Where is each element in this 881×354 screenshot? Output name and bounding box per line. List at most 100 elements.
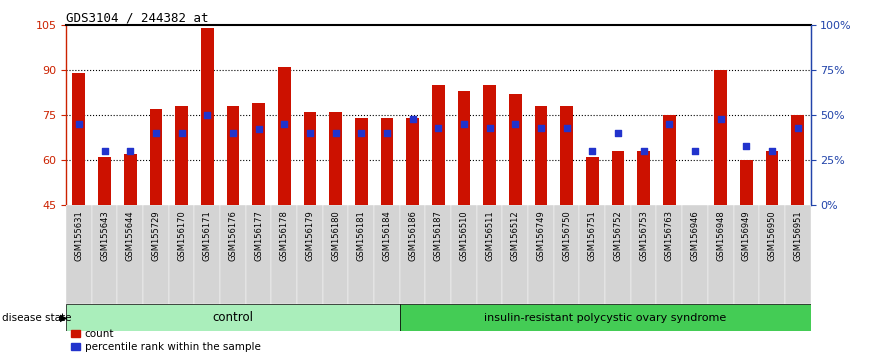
Bar (637, 151, 650, 205)
Point (790, 125, 804, 131)
FancyBboxPatch shape (631, 205, 656, 304)
Point (688, 148, 702, 154)
Text: GSM156187: GSM156187 (433, 210, 443, 261)
FancyBboxPatch shape (400, 205, 426, 304)
Text: GSM156753: GSM156753 (639, 210, 648, 261)
Point (72, 121, 86, 127)
FancyBboxPatch shape (605, 205, 631, 304)
Bar (766, 151, 779, 205)
Bar (381, 118, 394, 205)
Point (714, 116, 728, 121)
Text: GSM156510: GSM156510 (460, 210, 469, 261)
Text: GSM156179: GSM156179 (306, 210, 315, 261)
Text: GSM156512: GSM156512 (511, 210, 520, 261)
Point (354, 130, 368, 136)
Text: GSM156949: GSM156949 (742, 210, 751, 261)
FancyBboxPatch shape (554, 205, 580, 304)
Bar (535, 106, 547, 205)
Point (278, 121, 292, 127)
Point (329, 130, 343, 136)
Text: GSM155729: GSM155729 (152, 210, 160, 261)
Bar (663, 115, 676, 205)
Text: GSM156951: GSM156951 (793, 210, 803, 261)
Bar (329, 112, 342, 205)
FancyBboxPatch shape (426, 205, 451, 304)
FancyBboxPatch shape (297, 205, 322, 304)
Text: GSM156184: GSM156184 (382, 210, 391, 261)
Point (226, 130, 240, 136)
Bar (226, 106, 240, 205)
Point (585, 148, 599, 154)
FancyBboxPatch shape (734, 205, 759, 304)
Text: GSM156763: GSM156763 (665, 210, 674, 261)
Point (611, 130, 625, 136)
Point (637, 148, 651, 154)
Text: GSM156752: GSM156752 (613, 210, 623, 261)
FancyBboxPatch shape (682, 205, 707, 304)
FancyBboxPatch shape (374, 205, 400, 304)
FancyBboxPatch shape (656, 205, 682, 304)
Point (534, 125, 548, 131)
Bar (689, 205, 701, 275)
Point (123, 148, 137, 154)
FancyBboxPatch shape (759, 205, 785, 304)
Legend: count, percentile rank within the sample: count, percentile rank within the sample (71, 329, 261, 352)
Bar (201, 28, 214, 205)
Bar (355, 118, 367, 205)
Point (405, 116, 419, 121)
Point (508, 121, 522, 127)
Point (457, 121, 471, 127)
FancyBboxPatch shape (220, 205, 246, 304)
Bar (714, 70, 727, 205)
Bar (124, 154, 137, 205)
FancyBboxPatch shape (451, 205, 477, 304)
Text: GSM156181: GSM156181 (357, 210, 366, 261)
Text: GSM156750: GSM156750 (562, 210, 571, 261)
Text: GSM156751: GSM156751 (588, 210, 596, 261)
Text: GSM156511: GSM156511 (485, 210, 494, 261)
Point (483, 125, 497, 131)
Bar (791, 115, 804, 205)
Point (149, 130, 163, 136)
Text: GSM156176: GSM156176 (228, 210, 238, 261)
Text: GSM156178: GSM156178 (280, 210, 289, 261)
Bar (252, 103, 265, 205)
Text: GSM156180: GSM156180 (331, 210, 340, 261)
Bar (457, 91, 470, 205)
Point (431, 125, 445, 131)
Text: ▶: ▶ (60, 313, 68, 323)
Text: GSM156171: GSM156171 (203, 210, 211, 261)
Bar (611, 151, 625, 205)
Point (174, 130, 189, 136)
FancyBboxPatch shape (707, 205, 734, 304)
Text: insulin-resistant polycystic ovary syndrome: insulin-resistant polycystic ovary syndr… (484, 313, 726, 323)
FancyBboxPatch shape (322, 205, 349, 304)
Point (98, 148, 112, 154)
FancyBboxPatch shape (117, 205, 143, 304)
FancyBboxPatch shape (271, 205, 297, 304)
Text: GSM156177: GSM156177 (254, 210, 263, 261)
FancyBboxPatch shape (477, 205, 502, 304)
Text: GSM155643: GSM155643 (100, 210, 109, 261)
Point (303, 130, 317, 136)
Text: GSM155644: GSM155644 (126, 210, 135, 261)
Text: control: control (212, 311, 254, 324)
FancyBboxPatch shape (66, 205, 92, 304)
FancyBboxPatch shape (66, 304, 400, 331)
Text: GSM156950: GSM156950 (767, 210, 776, 261)
Bar (150, 109, 162, 205)
FancyBboxPatch shape (580, 205, 605, 304)
Text: GSM156170: GSM156170 (177, 210, 186, 261)
Text: GSM156749: GSM156749 (537, 210, 545, 261)
Bar (432, 85, 445, 205)
Point (559, 125, 574, 131)
FancyBboxPatch shape (195, 205, 220, 304)
Text: disease state: disease state (2, 313, 71, 323)
FancyBboxPatch shape (169, 205, 195, 304)
Bar (406, 118, 419, 205)
Point (252, 127, 266, 132)
FancyBboxPatch shape (502, 205, 528, 304)
Bar (72, 73, 85, 205)
FancyBboxPatch shape (246, 205, 271, 304)
Text: GSM155631: GSM155631 (74, 210, 84, 261)
